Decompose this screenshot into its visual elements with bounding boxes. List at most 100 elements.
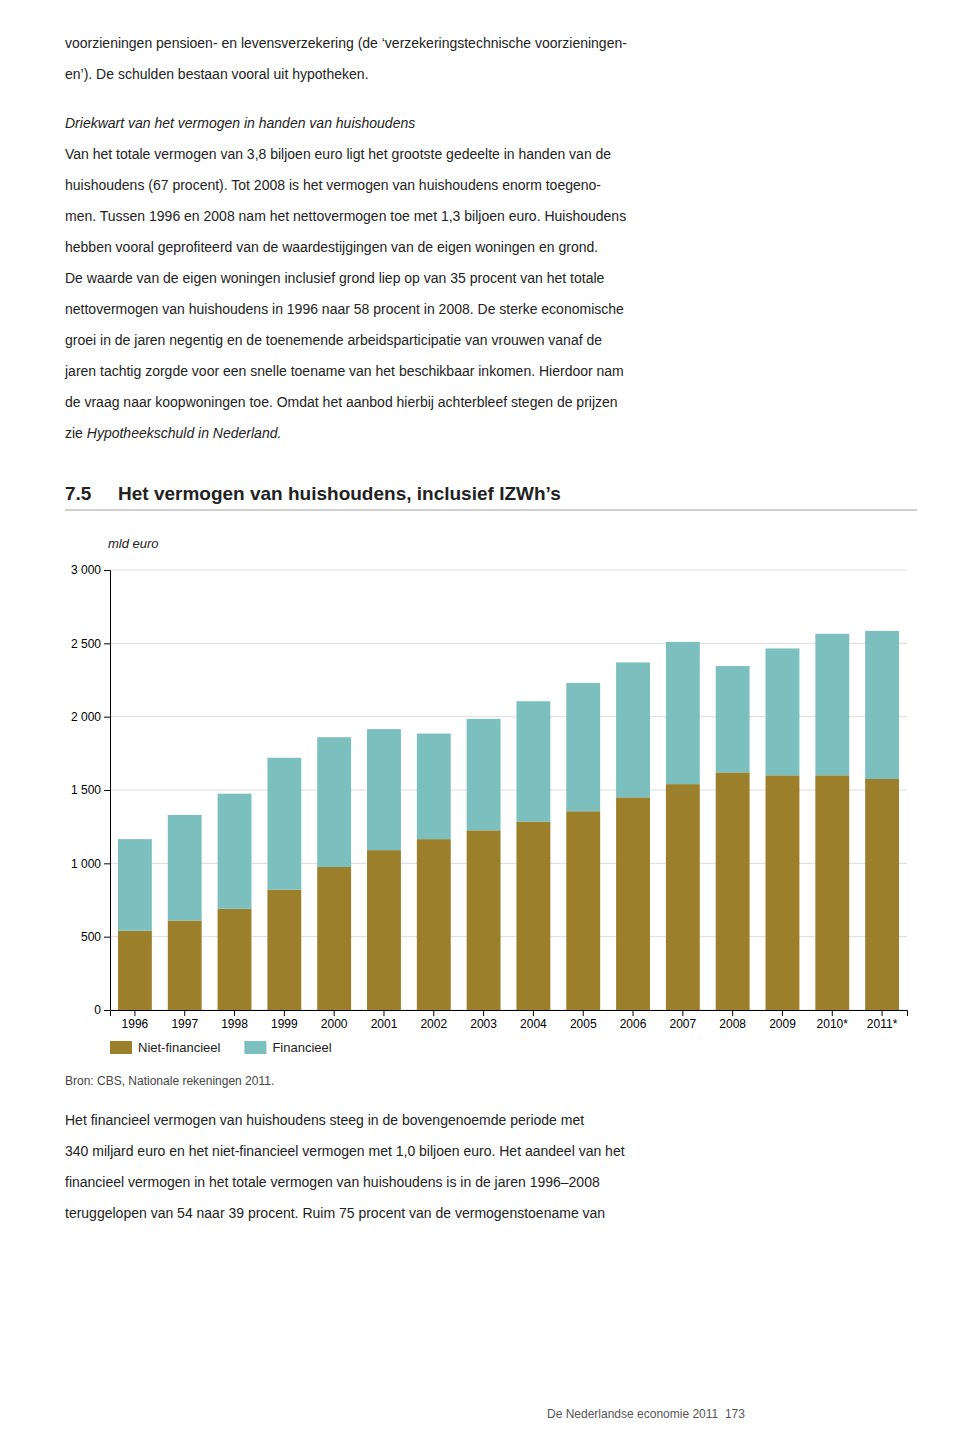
body-run: groei in de jaren negentig en de toeneme… bbox=[65, 332, 602, 348]
tick: 1999 bbox=[271, 1010, 298, 1031]
tick: 1997 bbox=[171, 1010, 198, 1031]
tick-label: 2007 bbox=[669, 1017, 696, 1031]
tick: 1996 bbox=[122, 1010, 149, 1031]
bar bbox=[467, 830, 501, 1010]
body-run: men. Tussen 1996 en 2008 nam het nettove… bbox=[65, 208, 626, 224]
bar bbox=[766, 775, 800, 1010]
tick: 3 000 bbox=[71, 563, 110, 577]
bar bbox=[118, 839, 152, 931]
grid bbox=[110, 570, 907, 1010]
tick: 2005 bbox=[570, 1010, 597, 1031]
tick: 2002 bbox=[420, 1010, 447, 1031]
body-run: zie bbox=[65, 425, 87, 441]
bar bbox=[865, 779, 899, 1010]
tick-label: 2001 bbox=[371, 1017, 398, 1031]
tick: 2011* bbox=[867, 1010, 898, 1031]
tick-mark bbox=[433, 1010, 434, 1016]
bar bbox=[168, 815, 202, 921]
tick-label: 0 bbox=[94, 1003, 101, 1017]
tick-mark bbox=[104, 937, 110, 938]
body-line: nettovermogen van huishoudens in 1996 na… bbox=[65, 301, 624, 317]
legend-swatch bbox=[110, 1041, 132, 1054]
tick-label: 500 bbox=[81, 930, 101, 944]
tick-label: 1997 bbox=[171, 1017, 198, 1031]
tick-mark bbox=[334, 1010, 335, 1016]
page: voorzieningen pensioen- en levensverzeke… bbox=[0, 0, 960, 1435]
bar bbox=[766, 648, 800, 775]
body-run: Hypotheekschuld in Nederland. bbox=[87, 425, 282, 441]
tick: 2 500 bbox=[71, 637, 110, 651]
y-axis-title: mld euro bbox=[108, 536, 159, 551]
body-line: jaren tachtig zorgde voor een snelle toe… bbox=[64, 363, 624, 379]
tick: 500 bbox=[81, 930, 110, 944]
tick-mark bbox=[104, 643, 110, 644]
tick: 2000 bbox=[321, 1010, 348, 1031]
bar bbox=[516, 822, 550, 1010]
body-run: nettovermogen van huishoudens in 1996 na… bbox=[65, 301, 624, 317]
body-run: huishoudens (67 procent). Tot 2008 is he… bbox=[65, 177, 601, 193]
footer: De Nederlandse economie 2011 173 bbox=[547, 1407, 745, 1421]
tick-mark bbox=[284, 1010, 285, 1016]
bar-series bbox=[118, 772, 899, 1010]
tick-mark bbox=[383, 1010, 384, 1016]
tick: 1998 bbox=[221, 1010, 248, 1031]
bar bbox=[118, 931, 152, 1010]
body-line: hebben vooral geprofiteerd van de waarde… bbox=[65, 239, 598, 255]
bar bbox=[218, 794, 252, 909]
bar bbox=[616, 662, 650, 797]
tick-mark bbox=[832, 1010, 833, 1016]
chart-title: Het vermogen van huishoudens, inclusief … bbox=[118, 483, 561, 504]
bar bbox=[566, 683, 600, 811]
tick: 1 500 bbox=[71, 783, 110, 797]
bar bbox=[168, 921, 202, 1010]
body-run: Driekwart van het vermogen in handen van… bbox=[65, 115, 415, 131]
tick-label: 1998 bbox=[221, 1017, 248, 1031]
tick-mark bbox=[732, 1010, 733, 1016]
tick-label: 2 500 bbox=[71, 637, 101, 651]
tick-label: 1 500 bbox=[71, 783, 101, 797]
legend-label: Niet-financieel bbox=[138, 1040, 220, 1055]
body-line: financieel vermogen in het totale vermog… bbox=[65, 1174, 600, 1190]
bar bbox=[317, 737, 351, 867]
body-line: De waarde van de eigen woningen inclusie… bbox=[65, 270, 605, 286]
legend-item: Niet-financieel bbox=[110, 1040, 220, 1055]
tick: 0 bbox=[94, 1003, 110, 1017]
grid-line bbox=[110, 643, 907, 644]
bar-series bbox=[118, 631, 899, 931]
body-line: men. Tussen 1996 en 2008 nam het nettove… bbox=[65, 208, 626, 224]
tick-mark bbox=[104, 1010, 110, 1011]
chart: 05001 0001 5002 0002 5003 00019961997199… bbox=[71, 563, 908, 1030]
tick-mark bbox=[104, 570, 110, 571]
tick-label: 2009 bbox=[769, 1017, 796, 1031]
bar bbox=[566, 811, 600, 1010]
tick-mark bbox=[234, 1010, 235, 1016]
tick-mark bbox=[633, 1010, 634, 1016]
body-line: groei in de jaren negentig en de toeneme… bbox=[65, 332, 602, 348]
tick-label: 1 000 bbox=[71, 857, 101, 871]
body-run: en’). De schulden bestaan vooral uit hyp… bbox=[65, 66, 369, 82]
source: Bron: CBS, Nationale rekeningen 2011. bbox=[65, 1074, 274, 1088]
body-run: De waarde van de eigen woningen inclusie… bbox=[65, 270, 605, 286]
bar bbox=[417, 839, 451, 1010]
tick-label: 2005 bbox=[570, 1017, 597, 1031]
tick-mark bbox=[134, 1010, 135, 1016]
bar bbox=[516, 701, 550, 821]
body-run: Van het totale vermogen van 3,8 biljoen … bbox=[65, 146, 611, 162]
legend: Niet-financieelFinancieel bbox=[110, 1040, 332, 1055]
bar bbox=[267, 890, 301, 1010]
tick-mark bbox=[682, 1010, 683, 1016]
tick: 2009 bbox=[769, 1010, 796, 1031]
body-run: voorzieningen pensioen- en levensverzeke… bbox=[65, 35, 627, 51]
tick-mark bbox=[104, 790, 110, 791]
bar bbox=[666, 642, 700, 784]
bar bbox=[716, 772, 750, 1010]
bar bbox=[616, 797, 650, 1010]
bar bbox=[666, 784, 700, 1010]
tick-mark bbox=[483, 1010, 484, 1016]
tick-mark bbox=[104, 863, 110, 864]
bar bbox=[267, 758, 301, 890]
header-rule bbox=[65, 510, 917, 511]
body-line: voorzieningen pensioen- en levensverzeke… bbox=[65, 35, 627, 51]
tick: 2010* bbox=[817, 1010, 849, 1031]
body-line: en’). De schulden bestaan vooral uit hyp… bbox=[65, 66, 369, 82]
